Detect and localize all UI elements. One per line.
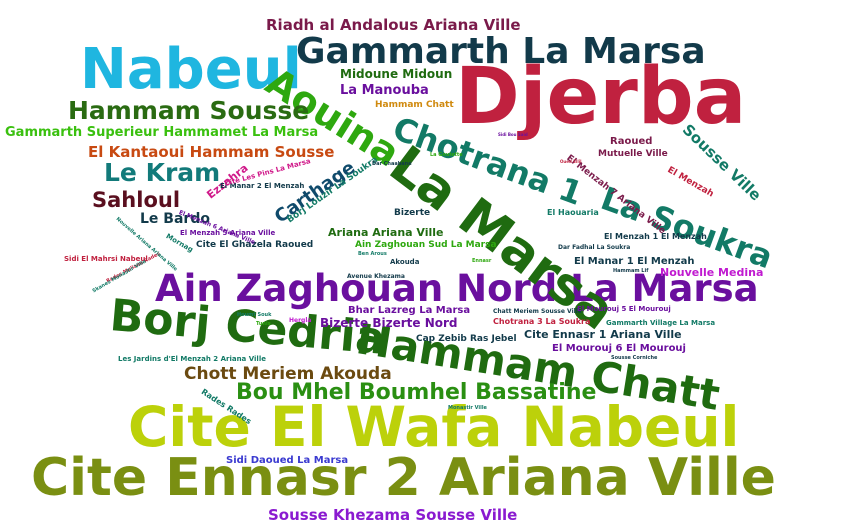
word-cloud-word: Chotrana 3 La Soukra	[493, 317, 591, 326]
word-cloud-word: El Manar 2 El Menzah	[220, 182, 305, 190]
word-cloud-word: Gammarth La Marsa	[296, 31, 706, 72]
word-cloud-word: Skanes Monastir Ville	[91, 258, 148, 295]
word-cloud-word: Raoued	[610, 136, 653, 147]
word-cloud-word: Hammam Sousse	[68, 96, 310, 125]
word-cloud-word: Gammarth Village La Marsa	[606, 319, 716, 327]
word-cloud-word: Ariana Ariana Ville	[328, 226, 444, 239]
word-cloud-word: Cite Ennasr 1 Ariana Ville	[524, 328, 682, 341]
word-cloud-word: Sidi Daoued La Marsa	[226, 455, 349, 466]
word-cloud-word: Dar Chaabane	[372, 161, 412, 167]
word-cloud-word: Midoune Midoun	[340, 67, 453, 81]
word-cloud-word: Bizerte	[394, 208, 431, 218]
word-cloud-word: Hammam Chatt	[375, 100, 454, 110]
word-cloud-word: Cite Ennasr 2 Ariana Ville	[31, 448, 776, 508]
word-cloud-word: Cite El Wafa Nabeul	[128, 395, 740, 459]
word-cloud-word: Houmt Souk	[237, 312, 272, 318]
word-cloud-word: Riadh al Andalous Ariana Ville	[266, 16, 521, 34]
word-cloud-word: Sidi Bou Said	[498, 132, 528, 137]
word-cloud-word: Bizerte Bizerte Nord	[320, 316, 458, 330]
word-cloud-word: Sousse Corniche	[611, 355, 658, 361]
word-cloud-word: Les Jardins d'El Menzah 2 Ariana Ville	[118, 355, 266, 363]
word-cloud-word: El Menzah	[665, 165, 716, 200]
word-cloud-word: Dar Fadhal La Soukra	[558, 244, 631, 251]
word-cloud-word: El Kantaoui Hammam Sousse	[88, 143, 335, 161]
word-cloud-word: El Manar 1 El Menzah	[574, 256, 695, 267]
word-cloud-word: Nabeul	[80, 37, 302, 102]
word-cloud-word: Tunis	[256, 321, 271, 327]
word-cloud-word: La Goulette	[430, 152, 463, 158]
word-cloud-word: El Menzah 5 Ariana Ville	[180, 229, 276, 237]
word-cloud-word: Chott Meriem Akouda	[184, 364, 392, 384]
word-cloud-word: Bou Mhel Boumhel Bassatine	[236, 380, 597, 405]
word-cloud-word: Le Bardo	[140, 211, 210, 227]
word-cloud-word: Cite El Ghazela Raoued	[196, 240, 314, 250]
word-cloud-word: Cap Zebib Ras Jebel	[416, 334, 517, 344]
word-cloud-word: Oued Ellil	[560, 159, 582, 164]
word-cloud-word: El Mourouj 6 El Mourouj	[552, 343, 686, 354]
word-cloud-word: Ain Zaghouan Nord La Marsa	[155, 267, 759, 310]
word-cloud-word: Mutuelle Ville	[598, 149, 668, 159]
word-cloud-word: Nouvelle Medina	[660, 266, 764, 279]
word-cloud-word: El Haouaria	[547, 208, 599, 217]
word-cloud-word: Sidi El Mahrsi Nabeul	[64, 255, 148, 263]
word-cloud-word: Ben Arous	[358, 251, 387, 257]
word-cloud-word: Sousse Khezama Sousse Ville	[268, 506, 518, 524]
word-cloud-word: Gammarth Superieur Hammamet La Marsa	[5, 125, 319, 140]
word-cloud-word: Monastir Ville	[448, 405, 487, 411]
word-cloud-word: Hergla	[289, 317, 312, 324]
word-cloud-word: Akouda	[390, 258, 420, 266]
word-cloud-word: Bhar Lazreg La Marsa	[348, 305, 471, 316]
word-cloud-word: Le Kram	[104, 158, 221, 187]
word-cloud-word: La Manouba	[340, 83, 429, 98]
word-cloud-word: Ain Zaghouan Sud La Marsa	[355, 240, 497, 250]
word-cloud-word: Avenue Khezama	[347, 273, 405, 280]
word-cloud-word: Chatt Meriem Sousse Ville	[493, 308, 582, 315]
word-cloud-word: Hammam Lif	[613, 268, 649, 274]
word-cloud-word: El Mourouj 5 El Mourouj	[577, 305, 671, 313]
word-cloud-word: El Menzah 1 El Menzah	[604, 232, 707, 241]
word-cloud-word: Ennasr	[472, 258, 492, 264]
word-cloud-word: Sahloul	[92, 188, 181, 212]
word-cloud-word: Djerba	[455, 52, 747, 142]
